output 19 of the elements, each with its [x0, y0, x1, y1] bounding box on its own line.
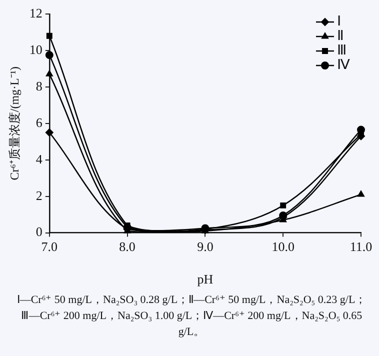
- y-tick-label: 6: [36, 114, 43, 130]
- y-axis-title: Cr⁶⁺质量浓度/(mg·L⁻¹): [7, 66, 22, 180]
- text: Ⅰ—Cr⁶⁺ 50 mg/L，Na₂SO₃ 0.28 g/L；Ⅱ—Cr⁶⁺ 50 mg/L，Na₂S₂O₅ 0.23 g/L；Ⅲ—Cr⁶⁺ 200 mg/L，Na₂SO₃ 1.00 g/L；Ⅳ—Cr⁶⁺ 200 mg/L，Na₂S₂O₅ 0.65 g/L。: [16, 293, 368, 340]
- legend-label: Ⅲ: [337, 44, 347, 59]
- x-axis-title: pH: [197, 272, 214, 287]
- x-tick-label: 9.0: [197, 239, 214, 254]
- x-tick-label: 10.0: [272, 239, 294, 254]
- x-tick-label: 11.0: [350, 239, 372, 254]
- y-tick-label: 8: [36, 78, 42, 94]
- y-tick-label: 4: [36, 151, 43, 166]
- y-tick-label: 12: [29, 5, 42, 20]
- legend-label: Ⅰ: [337, 14, 341, 30]
- y-tick-label: 2: [36, 188, 42, 203]
- legend-label: Ⅳ: [337, 58, 350, 74]
- y-tick-label: 0: [36, 224, 42, 240]
- x-tick-label: 8.0: [119, 239, 136, 254]
- x-tick-label: 7.0: [41, 239, 58, 254]
- y-tick-label: 10: [29, 42, 42, 57]
- legend-label: Ⅱ: [337, 29, 344, 44]
